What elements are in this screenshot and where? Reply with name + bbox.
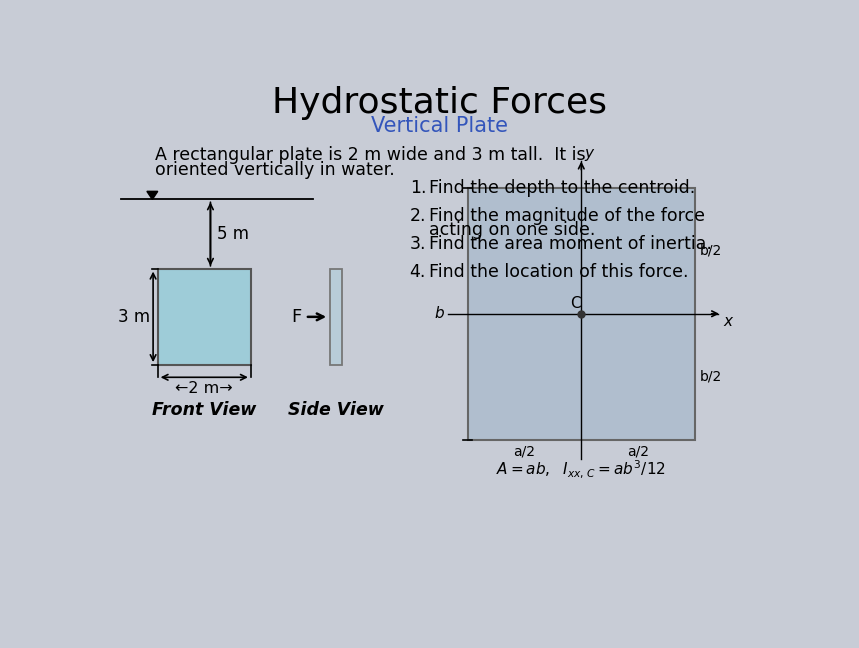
Text: Find the depth to the centroid.: Find the depth to the centroid. [429,179,695,197]
Text: Find the magnitude of the force: Find the magnitude of the force [429,207,705,226]
Text: x: x [723,314,733,329]
Text: F: F [291,308,302,326]
Text: Find the area moment of inertia.: Find the area moment of inertia. [429,235,712,253]
Text: b: b [435,307,444,321]
Text: A rectangular plate is 2 m wide and 3 m tall.  It is: A rectangular plate is 2 m wide and 3 m … [155,146,586,164]
Bar [468,188,695,439]
Text: $A = ab,$  $I_{xx,\,C} = ab^3/12$: $A = ab,$ $I_{xx,\,C} = ab^3/12$ [497,458,667,480]
Text: y: y [584,146,594,161]
Text: 1.: 1. [410,179,426,197]
Text: Hydrostatic Forces: Hydrostatic Forces [272,86,607,120]
Text: a/2: a/2 [514,445,535,459]
Text: 2.: 2. [410,207,426,226]
Text: 4.: 4. [410,263,426,281]
Bar [158,269,251,365]
Text: 3.: 3. [410,235,426,253]
Text: ←2 m→: ←2 m→ [175,380,233,395]
Text: acting on one side.: acting on one side. [429,221,595,239]
Text: Find the location of this force.: Find the location of this force. [429,263,689,281]
Text: C: C [570,296,581,311]
Text: a/2: a/2 [627,445,649,459]
Text: b/2: b/2 [699,370,722,384]
Text: Side View: Side View [288,400,384,419]
Text: Front View: Front View [152,400,256,419]
Text: oriented vertically in water.: oriented vertically in water. [155,161,395,179]
Text: 3 m: 3 m [119,308,150,326]
Text: b/2: b/2 [699,244,722,258]
Text: Vertical Plate: Vertical Plate [371,116,509,136]
Bar [330,269,342,365]
Polygon shape [147,191,158,200]
Text: 5 m: 5 m [216,225,248,243]
